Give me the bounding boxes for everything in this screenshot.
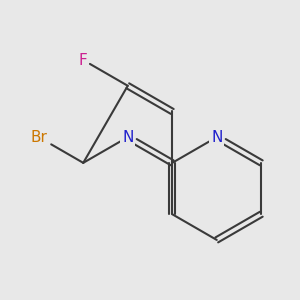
Text: N: N [122, 130, 134, 145]
Text: F: F [79, 52, 88, 68]
Text: Br: Br [30, 130, 47, 145]
Text: N: N [211, 130, 222, 145]
